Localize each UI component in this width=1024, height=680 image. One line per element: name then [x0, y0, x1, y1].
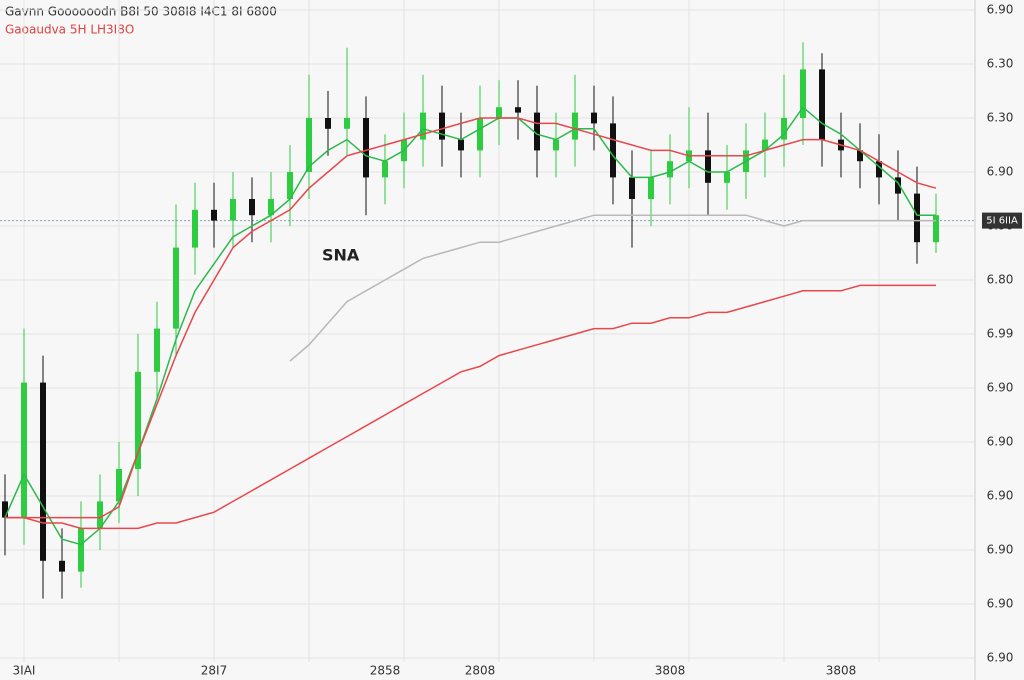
candle-body [781, 118, 787, 140]
moving-average-line [4, 106, 936, 546]
candle-body [705, 150, 711, 183]
y-tick-label: 6.90 [987, 651, 1014, 665]
candle-body [857, 150, 863, 162]
candle-body [154, 328, 160, 372]
candle-body [382, 161, 388, 178]
last-price-label: 5I 6IIA [986, 216, 1018, 227]
candle-body [268, 199, 274, 216]
candle-body [135, 371, 141, 469]
candle-body [116, 469, 122, 502]
candle-body [344, 118, 350, 129]
candle-body [40, 382, 46, 561]
x-tick-label: 3808 [826, 664, 857, 678]
candle-body [249, 199, 255, 216]
candle-body [211, 209, 217, 221]
candle-body [724, 172, 730, 183]
candle-body [496, 107, 502, 118]
y-tick-label: 6.80 [987, 273, 1014, 287]
y-tick-label: 6.90 [987, 381, 1014, 395]
candle-body [439, 112, 445, 140]
candle-body [819, 69, 825, 140]
candle-body [800, 69, 806, 118]
candle-body [629, 177, 635, 199]
candle-body [173, 247, 179, 329]
candle-body [287, 172, 293, 199]
y-tick-label: 6.90 [987, 597, 1014, 611]
x-tick-label: 2858 [370, 664, 401, 678]
annotation: SNA [322, 246, 360, 265]
candle-body [230, 199, 236, 221]
candle-body [534, 112, 540, 151]
candle-body [59, 560, 65, 572]
x-tick-label: 3808 [655, 664, 686, 678]
candle-body [477, 118, 483, 151]
moving-average-line [5, 117, 937, 519]
candle-body [458, 139, 464, 151]
candle-body [515, 107, 521, 113]
moving-average-line [5, 284, 936, 530]
last-price-box [982, 212, 1022, 229]
candle-body [78, 528, 84, 572]
candle-body [610, 123, 616, 178]
candle-body [648, 177, 654, 199]
y-tick-label: 6.90 [987, 435, 1014, 449]
candle-body [895, 177, 901, 194]
y-tick-label: 6.30 [987, 57, 1014, 71]
candle-body [192, 209, 198, 248]
candle-body [553, 139, 559, 151]
candle-body [2, 501, 8, 518]
candle-body [876, 161, 882, 178]
y-tick-label: 6.30 [987, 111, 1014, 125]
candle-body [420, 112, 426, 140]
y-tick-label: 6.90 [987, 165, 1014, 179]
x-tick-label: 2808 [465, 664, 496, 678]
candle-body [325, 118, 331, 129]
candle-body [762, 139, 768, 151]
y-tick-label: 6.99 [987, 327, 1014, 341]
candle-body [21, 382, 27, 518]
chart-subtitle: Gaoaudva 5H LH3I8O [5, 23, 134, 37]
candle-body [572, 112, 578, 140]
y-tick-label: 6.90 [987, 543, 1014, 557]
x-tick-label: 28I7 [201, 664, 227, 678]
candle-body [97, 501, 103, 529]
candle-body [306, 118, 312, 172]
chart-title: Gavnn Goooooodn B8I 50 308I8 I4C1 8I 680… [5, 5, 277, 19]
moving-average-line [289, 214, 936, 362]
candle-body [363, 118, 369, 178]
x-tick-label: 3IAI [13, 664, 36, 678]
y-tick-label: 6.90 [987, 3, 1014, 17]
candle-body [667, 161, 673, 178]
candle-body [933, 215, 939, 243]
candle-body [914, 193, 920, 243]
y-tick-label: 6.90 [987, 489, 1014, 503]
candle-body [591, 112, 597, 124]
